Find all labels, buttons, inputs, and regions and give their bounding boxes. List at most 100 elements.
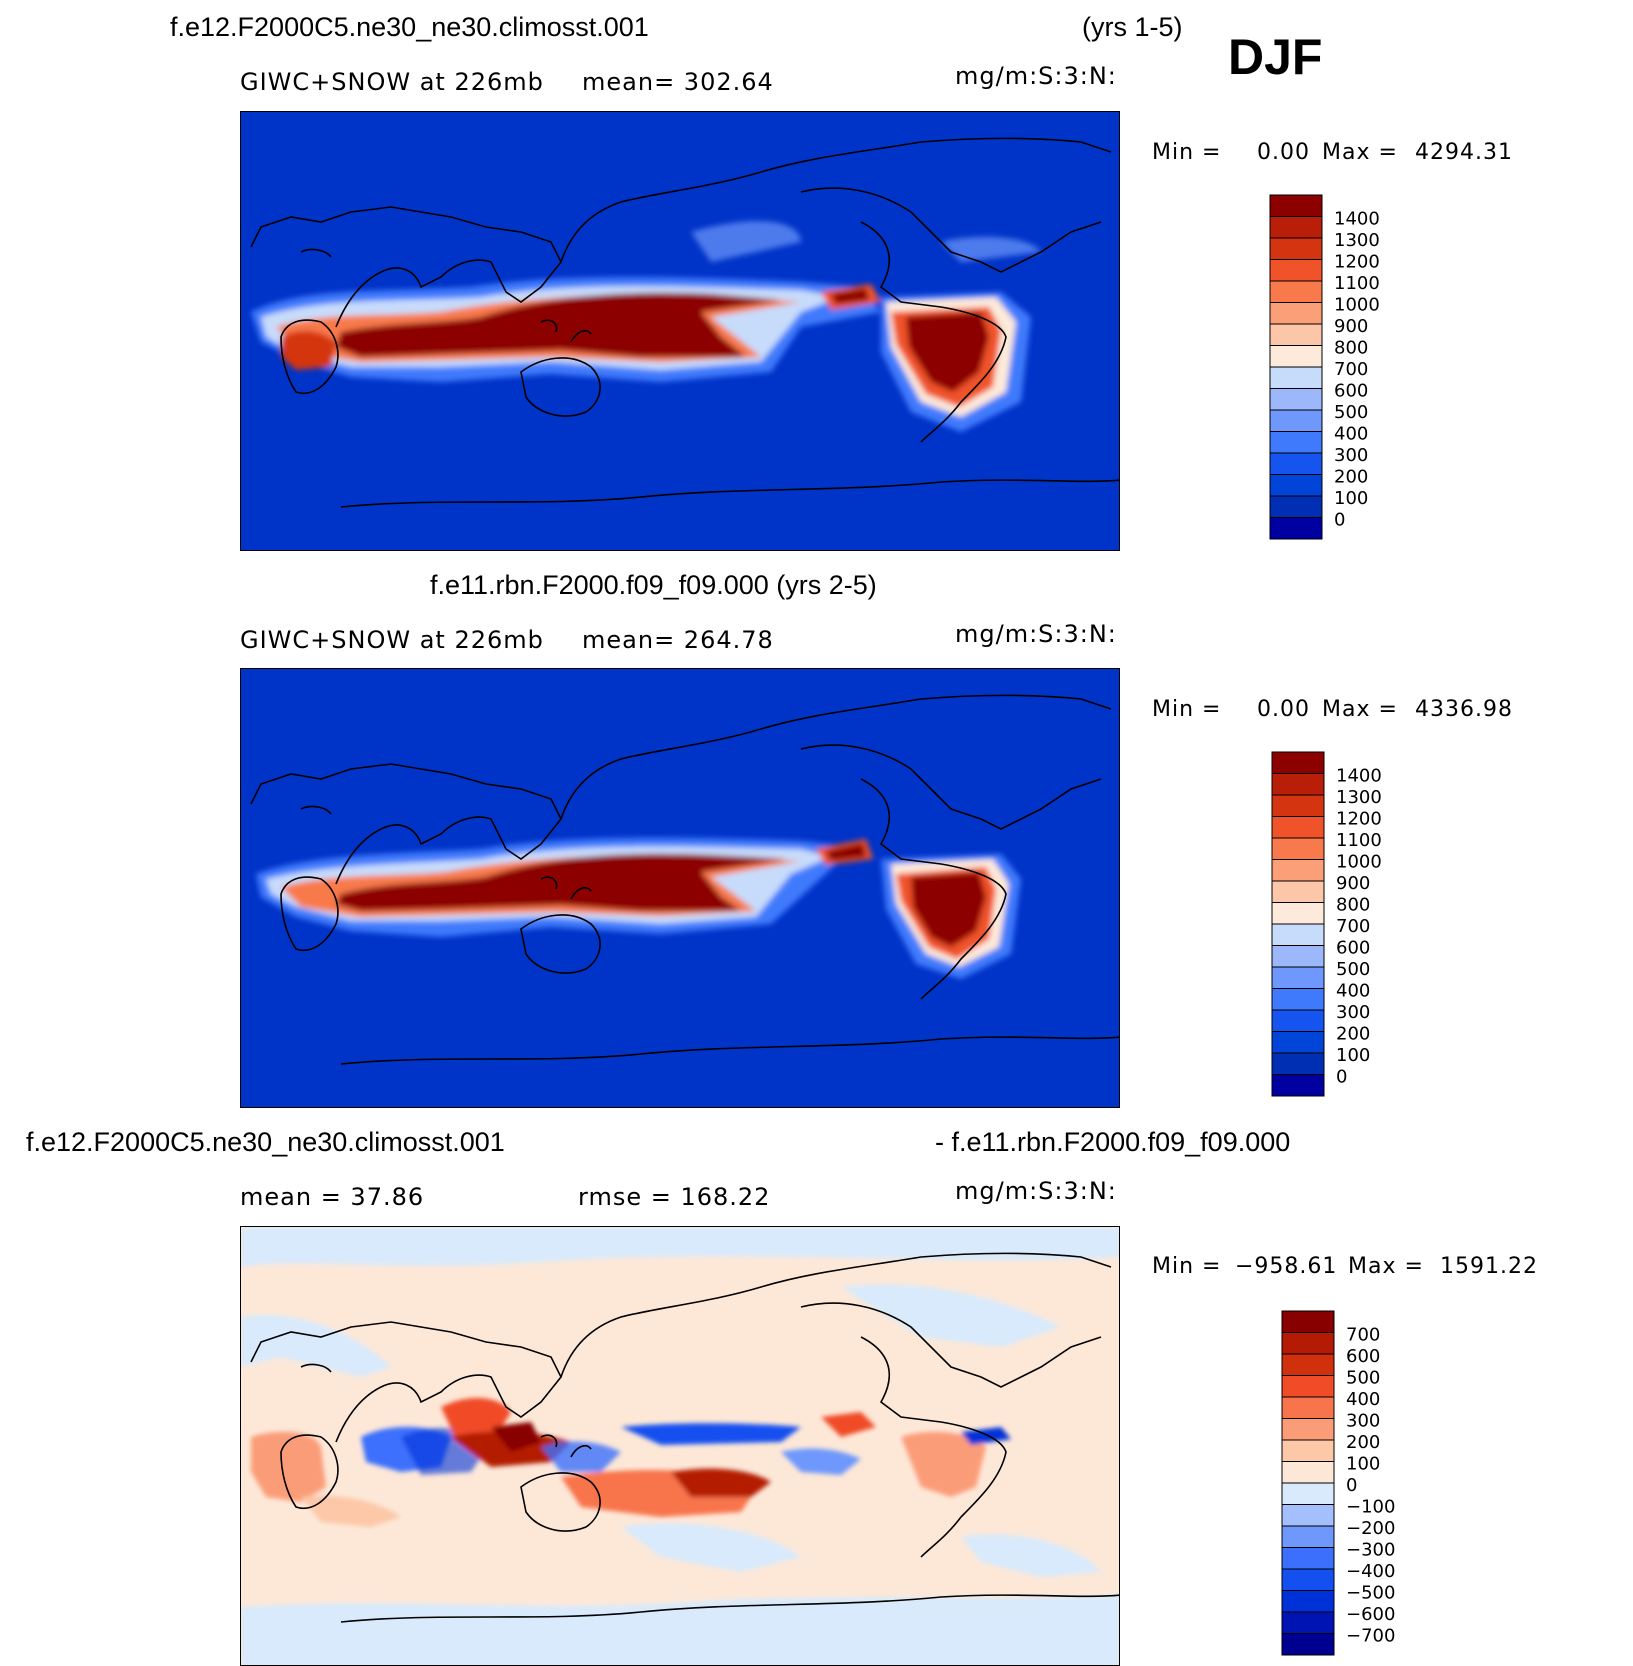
panel3-mean-label: mean = 37.86 [240,1183,425,1211]
panel1-min-value: 0.00 [1257,140,1310,165]
colorbar-swatch [1281,1418,1335,1441]
panel3-map [240,1226,1120,1666]
panel3-colorbar: −700 −600 −500 −400 −300 −200 −100 0 100 200 300 40… [1281,1310,1482,1659]
panel2-min-value: 0.00 [1257,697,1310,722]
colorbar-tick-label: 1000 [1336,852,1382,873]
colorbar-swatch [1271,816,1325,839]
colorbar-swatch [1281,1568,1335,1591]
colorbar-swatch [1281,1439,1335,1462]
colorbar-tick-label: 300 [1346,1411,1380,1432]
colorbar-tick-label: 100 [1336,1045,1370,1066]
colorbar-swatch [1281,1375,1335,1398]
panel2-colorbar: 0 100 200 300 400 500 600 700 800 900 1000 1100 1200… [1271,751,1472,1100]
colorbar-swatch [1269,452,1323,475]
colorbar-swatch [1281,1353,1335,1376]
colorbar-swatch [1271,859,1325,882]
colorbar-tick-label: −600 [1346,1604,1395,1625]
colorbar-tick-label: 900 [1336,873,1370,894]
colorbar-tick-label: 1200 [1334,252,1380,273]
colorbar-tick-label: 0 [1334,510,1345,531]
colorbar-swatch [1269,345,1323,368]
panel2-contour-field [256,837,1021,979]
panel3-case-title: f.e12.F2000C5.ne30_ne30.climosst.001 [26,1127,505,1157]
panel1-min-label: Min = [1152,140,1222,165]
panel1-colorbar: 0 100 200 300 400 500 600 700 800 900 1000 1100 1200… [1269,194,1470,543]
panel2-variable-label: GIWC+SNOW at 226mb [240,626,544,654]
colorbar-swatch [1271,945,1325,968]
colorbar-tick-label: 1100 [1334,273,1380,294]
colorbar-tick-label: 700 [1336,916,1370,937]
panel3-units: mg/m:S:3:N: [955,1177,1117,1205]
colorbar-tick-label: 100 [1334,488,1368,509]
colorbar-tick-label: 600 [1334,381,1368,402]
colorbar-swatch [1269,517,1323,540]
colorbar-swatch [1271,1031,1325,1054]
colorbar-swatch [1281,1461,1335,1484]
colorbar-swatch [1269,237,1323,260]
colorbar-tick-label: −500 [1346,1583,1395,1604]
colorbar-tick-label: 700 [1334,359,1368,380]
colorbar-swatch [1271,794,1325,817]
panel1-mean-label: mean= 302.64 [582,68,774,96]
colorbar-tick-label: 400 [1334,424,1368,445]
colorbar-swatch [1271,1074,1325,1097]
panel1-map [240,111,1120,551]
panel2-case-title: f.e11.rbn.F2000.f09_f09.000 (yrs 2-5) [430,570,877,600]
colorbar-swatch [1271,1052,1325,1075]
colorbar-swatch [1281,1396,1335,1419]
panel1-years: (yrs 1-5) [1082,12,1183,42]
panel2-min-label: Min = [1152,697,1222,722]
colorbar-swatch [1269,366,1323,389]
colorbar-swatch [1269,280,1323,303]
colorbar-swatch [1269,474,1323,497]
colorbar-tick-label: 500 [1334,402,1368,423]
colorbar-tick-label: 300 [1336,1002,1370,1023]
colorbar-tick-label: 0 [1336,1067,1347,1088]
colorbar-swatch [1281,1547,1335,1570]
panel2-map [240,668,1120,1108]
panel2-max-label: Max = [1322,697,1398,722]
colorbar-tick-label: 1100 [1336,830,1382,851]
colorbar-tick-label: 300 [1334,445,1368,466]
colorbar-swatch [1281,1633,1335,1656]
panel3-rmse-label: rmse = 168.22 [578,1183,771,1211]
colorbar-swatch [1271,988,1325,1011]
colorbar-tick-label: 1400 [1334,209,1380,230]
panel1-max-label: Max = [1322,140,1398,165]
colorbar-swatch [1269,323,1323,346]
season-label: DJF [1228,29,1323,85]
panel1-max-value: 4294.31 [1415,140,1513,165]
colorbar-swatch [1269,216,1323,239]
colorbar-swatch [1269,302,1323,325]
colorbar-tick-label: 1000 [1334,295,1380,316]
colorbar-swatch [1271,902,1325,925]
colorbar-swatch [1271,1009,1325,1032]
colorbar-tick-label: −700 [1346,1626,1395,1647]
panel3-max-value: 1591.22 [1440,1254,1538,1279]
panel1-contour-field [251,221,1041,432]
panel1-case-title: f.e12.F2000C5.ne30_ne30.climosst.001 [170,12,649,42]
colorbar-swatch [1269,259,1323,282]
colorbar-swatch [1281,1611,1335,1634]
colorbar-tick-label: 900 [1334,316,1368,337]
panel1-variable-label: GIWC+SNOW at 226mb [240,68,544,96]
colorbar-tick-label: 800 [1334,338,1368,359]
colorbar-tick-label: 400 [1336,981,1370,1002]
colorbar-tick-label: 500 [1336,959,1370,980]
colorbar-tick-label: 0 [1346,1475,1357,1496]
colorbar-tick-label: 400 [1346,1389,1380,1410]
colorbar-tick-label: 100 [1346,1454,1380,1475]
colorbar-swatch [1269,495,1323,518]
panel2-units: mg/m:S:3:N: [955,620,1117,648]
colorbar-tick-label: 1300 [1336,787,1382,808]
colorbar-tick-label: −200 [1346,1518,1395,1539]
colorbar-tick-label: 800 [1336,895,1370,916]
colorbar-tick-label: −400 [1346,1561,1395,1582]
colorbar-swatch [1271,751,1325,774]
colorbar-swatch [1271,880,1325,903]
colorbar-tick-label: 200 [1334,467,1368,488]
colorbar-tick-label: 200 [1346,1432,1380,1453]
colorbar-swatch [1281,1310,1335,1333]
colorbar-swatch [1271,966,1325,989]
panel2-coastlines [250,694,1119,1065]
